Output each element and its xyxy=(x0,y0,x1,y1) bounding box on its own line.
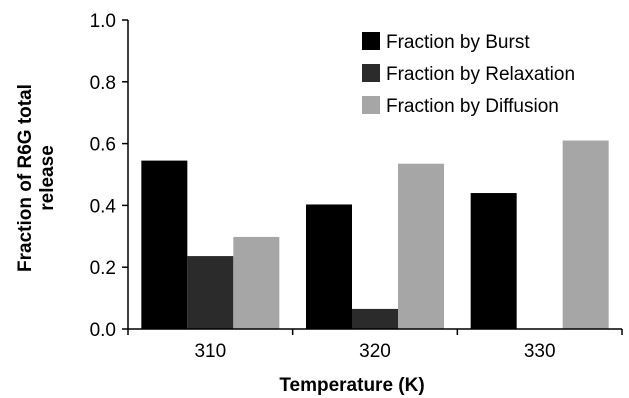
bar-fraction-by-burst-310 xyxy=(141,160,188,329)
y-tick-label: 0.0 xyxy=(90,320,116,341)
x-axis-ticks: 310 320 330 xyxy=(127,329,623,362)
y-axis-title-line-2: release xyxy=(37,145,58,211)
bar-fraction-by-burst-320 xyxy=(306,204,352,329)
legend-label: Fraction by Relaxation xyxy=(386,64,575,85)
y-tick-label: 1.0 xyxy=(90,11,116,32)
x-tick-label: 330 xyxy=(524,341,556,362)
x-tick-label: 310 xyxy=(194,341,226,362)
y-tick-label: 0.6 xyxy=(90,135,116,156)
bars-layer xyxy=(141,140,609,329)
legend-label: Fraction by Diffusion xyxy=(386,96,559,117)
legend-swatch xyxy=(362,96,380,114)
legend-label: Fraction by Burst xyxy=(386,32,530,53)
y-axis-ticks: 0.0 0.2 0.4 0.6 0.8 1.0 xyxy=(90,11,128,341)
y-tick-label: 0.2 xyxy=(90,258,116,279)
y-tick-label: 0.4 xyxy=(90,196,117,217)
legend-swatch xyxy=(362,32,380,50)
y-tick-label: 0.8 xyxy=(90,73,116,94)
legend-swatch xyxy=(362,64,380,82)
legend: Fraction by Burst Fraction by Relaxation F… xyxy=(362,32,575,117)
bar-fraction-by-relaxation-320 xyxy=(352,308,398,329)
bar-fraction-by-diffusion-320 xyxy=(398,163,444,329)
x-axis-title: Temperature (K) xyxy=(279,375,424,396)
bar-fraction-by-diffusion-330 xyxy=(562,140,609,329)
bar-fraction-by-relaxation-310 xyxy=(187,256,234,329)
bar-fraction-by-diffusion-310 xyxy=(233,236,280,329)
y-axis-title-line-1: Fraction of R6G total xyxy=(15,84,36,272)
x-tick-label: 320 xyxy=(359,341,391,362)
bar-fraction-by-burst-330 xyxy=(470,193,517,329)
